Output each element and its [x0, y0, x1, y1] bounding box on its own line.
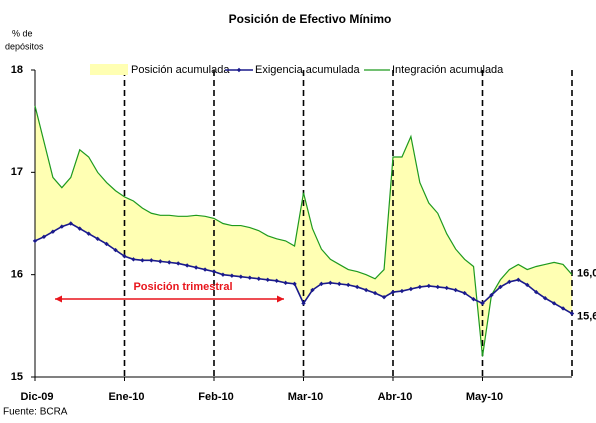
marker: [149, 258, 154, 263]
source: Fuente: BCRA: [3, 407, 68, 418]
legend-label: Integración acumulada: [392, 64, 504, 76]
marker: [516, 277, 521, 282]
y-axis-label: depósitos: [5, 41, 44, 51]
legend-swatch: [90, 64, 128, 75]
marker: [32, 238, 38, 244]
marker: [507, 279, 512, 285]
marker: [140, 258, 145, 263]
arrow-head: [55, 295, 62, 303]
marker: [283, 280, 288, 286]
marker: [498, 284, 503, 290]
marker: [337, 281, 342, 287]
marker: [480, 301, 485, 306]
legend-label: Posición acumulada: [131, 64, 230, 76]
marker: [444, 285, 449, 291]
marker: [77, 226, 82, 231]
marker: [184, 263, 190, 268]
marker: [59, 224, 65, 229]
marker: [122, 254, 127, 259]
x-tick-label: Abr-10: [378, 391, 413, 403]
x-tick-label: Mar-10: [288, 391, 323, 403]
legend-label: Exigencia acumulada: [255, 64, 360, 76]
marker: [193, 265, 199, 270]
marker: [399, 288, 405, 294]
marker: [372, 290, 378, 296]
marker: [95, 236, 100, 242]
marker: [560, 306, 566, 311]
marker: [381, 294, 387, 300]
marker: [390, 289, 396, 295]
marker: [292, 281, 297, 287]
x-tick-label: Feb-10: [198, 391, 233, 403]
marker: [176, 261, 181, 266]
legend-marker: [236, 67, 242, 73]
value-label: 15,6: [577, 310, 596, 322]
y-tick-label: 16: [11, 269, 23, 281]
marker: [363, 287, 369, 293]
marker: [131, 257, 136, 262]
x-tick-label: Ene-10: [108, 391, 144, 403]
x-tick-label: Dic-09: [20, 391, 53, 403]
marker: [247, 275, 252, 280]
marker: [256, 276, 261, 281]
marker: [229, 273, 235, 278]
marker: [86, 231, 91, 236]
marker: [408, 286, 414, 292]
marker: [238, 274, 244, 279]
marker: [202, 267, 208, 272]
marker: [220, 272, 226, 277]
marker: [211, 269, 217, 274]
marker: [534, 289, 539, 295]
marker: [453, 287, 458, 293]
marker: [158, 259, 163, 264]
marker: [471, 297, 476, 302]
marker: [346, 282, 351, 288]
marker: [355, 284, 360, 290]
marker: [426, 283, 431, 289]
marker: [525, 282, 530, 288]
value-label: 16,0: [577, 268, 596, 280]
y-tick-label: 17: [11, 166, 23, 178]
marker: [328, 280, 333, 286]
marker: [68, 221, 73, 226]
marker: [489, 292, 494, 298]
y-tick-label: 15: [11, 371, 23, 383]
annotation: Posición trimestral: [133, 281, 232, 293]
y-tick-label: 18: [11, 64, 23, 76]
marker: [435, 284, 440, 290]
marker: [417, 284, 423, 290]
marker: [569, 311, 575, 316]
marker: [301, 301, 306, 306]
marker: [50, 229, 56, 234]
marker: [274, 278, 279, 284]
marker: [551, 301, 557, 306]
marker: [462, 290, 467, 296]
arrow-head: [277, 295, 284, 303]
marker: [542, 296, 548, 301]
series-line: [34, 105, 573, 357]
marker: [265, 277, 270, 282]
y-axis-label: % de: [12, 28, 33, 38]
chart-title: Posición de Efectivo Mínimo: [229, 12, 392, 26]
marker: [104, 241, 109, 247]
marker: [167, 260, 172, 265]
marker: [113, 247, 118, 253]
marker: [319, 281, 324, 287]
marker: [310, 287, 315, 293]
x-tick-label: May-10: [466, 391, 503, 403]
marker: [41, 234, 47, 240]
